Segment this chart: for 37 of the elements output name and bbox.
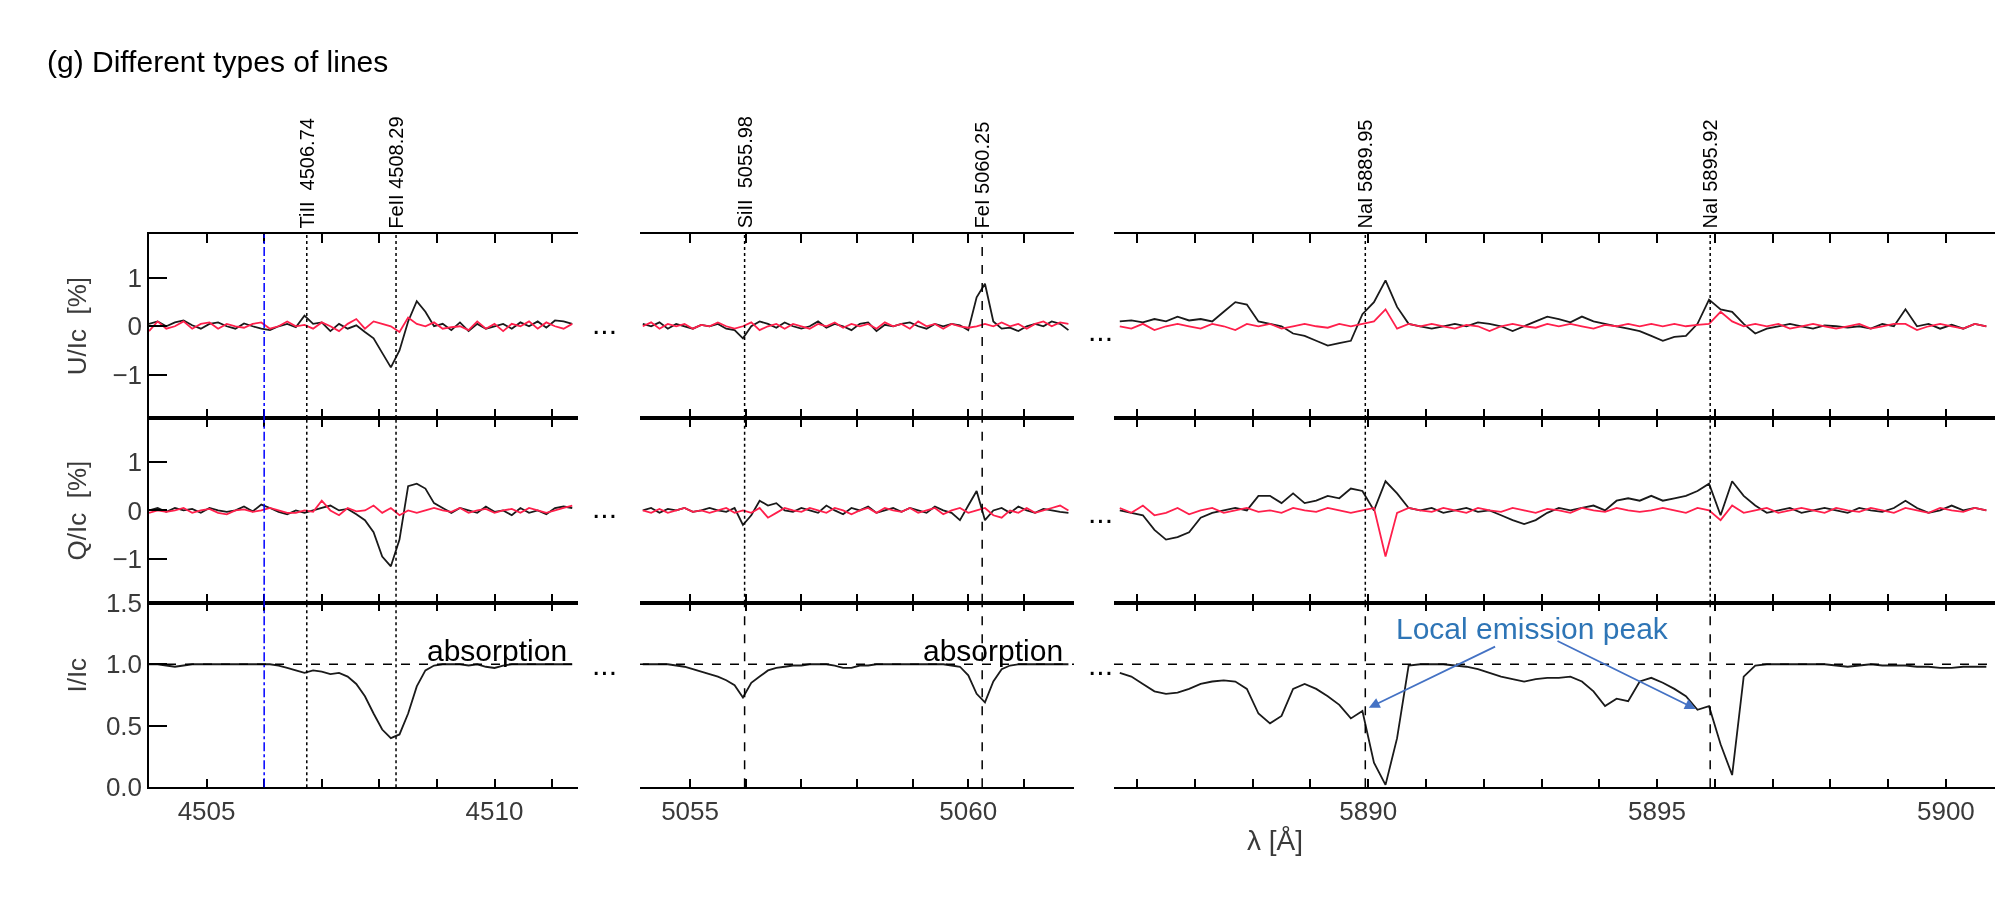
text: ... xyxy=(592,648,618,681)
y-tick-label: 0 xyxy=(127,495,143,526)
x-tick-label: 4505 xyxy=(177,796,236,827)
ref-line-label: FeI 5060.25 xyxy=(970,121,993,229)
ref-line-label: FeII 4508.29 xyxy=(385,116,408,229)
y-tick-label: −1 xyxy=(112,359,143,390)
ref-line-label: NaI 5895.92 xyxy=(1698,119,1721,229)
y-tick-label: 1 xyxy=(127,446,143,477)
x-tick-label: 5060 xyxy=(939,796,998,827)
text: ... xyxy=(1088,496,1114,529)
x-tick-label: 5900 xyxy=(1916,796,1975,827)
y-tick-label: 0.5 xyxy=(105,710,143,741)
chart-title: (g) Different types of lines xyxy=(47,45,389,78)
ref-line-label: NaI 5889.95 xyxy=(1354,119,1377,229)
x-tick-label: 5890 xyxy=(1339,796,1398,827)
annotation: absorption xyxy=(427,634,568,667)
x-tick-label: 5055 xyxy=(661,796,719,827)
x-tick-label: 5895 xyxy=(1628,796,1686,827)
text: ... xyxy=(1088,648,1114,681)
text: ... xyxy=(1088,314,1114,347)
y-tick-label: 1 xyxy=(127,263,143,294)
annotation: absorption xyxy=(923,634,1064,667)
text: ... xyxy=(592,307,618,340)
y-tick-label: −1 xyxy=(112,544,143,575)
y-tick-label: 0 xyxy=(127,311,143,342)
y-tick-label: 1.5 xyxy=(105,587,143,618)
y-axis-title: Q/Ic [%] xyxy=(61,460,92,561)
y-tick-label: 0.0 xyxy=(105,772,143,803)
y-axis-title: I/Ic xyxy=(62,657,93,693)
y-axis-title: U/Ic [%] xyxy=(61,277,92,376)
x-tick-label: 4510 xyxy=(465,796,524,827)
x-axis-title: λ [Å] xyxy=(1247,825,1304,856)
y-tick-label: 1.0 xyxy=(105,649,143,680)
ref-line-label: TiII 4506.74 xyxy=(296,118,319,229)
ref-line-label: SiII 5055.98 xyxy=(733,116,756,229)
text: ... xyxy=(592,491,618,524)
annotation: Local emission peak xyxy=(1396,612,1669,645)
